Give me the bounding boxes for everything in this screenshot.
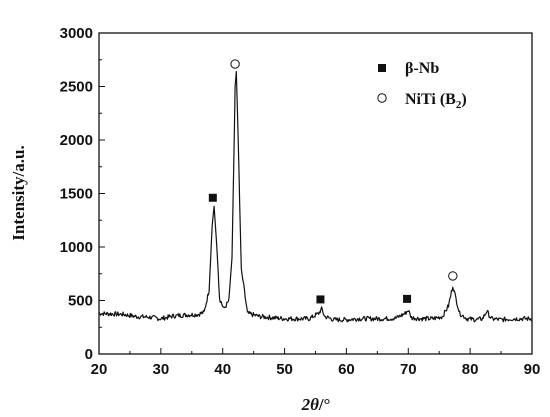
legend-label-beta-nb: β-Nb (405, 60, 439, 77)
x-tick-label: 40 (214, 361, 231, 378)
y-ticks: 0 500 1000 1500 2000 2500 3000 (60, 25, 105, 363)
plot-frame (98, 32, 533, 355)
plot-border (98, 32, 533, 355)
beta-nb-peak-marker (403, 294, 412, 303)
x-axis-label: 2θ/° (301, 395, 331, 414)
niti-peak-marker (230, 59, 240, 69)
legend: β-Nb NiTi (B2) (377, 60, 467, 111)
legend-label-niti-subscript: 2 (456, 99, 462, 111)
y-tick-label: 1000 (60, 239, 93, 256)
niti-peak-marker (448, 271, 458, 281)
x-axis-variable: 2θ (301, 395, 320, 414)
data-lines (98, 70, 533, 323)
x-tick-label: 90 (524, 361, 541, 378)
y-axis-label: Intensity/a.u. (9, 145, 28, 240)
beta-nb-peak-marker (208, 193, 217, 202)
y-tick-label: 2000 (60, 132, 93, 149)
x-tick-label: 50 (276, 361, 293, 378)
xrd-pattern-line (98, 70, 533, 323)
x-tick-label: 30 (153, 361, 170, 378)
legend-marker-niti (377, 93, 387, 103)
x-tick-label: 60 (338, 361, 355, 378)
y-tick-label: 1500 (60, 186, 93, 203)
x-tick-label: 80 (462, 361, 479, 378)
data-markers (208, 59, 458, 304)
legend-marker-beta-nb (378, 64, 386, 72)
y-tick-label: 3000 (60, 25, 93, 42)
x-tick-label: 70 (400, 361, 417, 378)
x-tick-label: 20 (91, 361, 108, 378)
x-axis-unit: /° (318, 395, 331, 414)
beta-nb-peak-marker (316, 295, 325, 304)
x-ticks: 20 30 40 50 60 70 80 90 (91, 348, 541, 378)
y-tick-label: 500 (68, 293, 93, 310)
legend-label-niti: NiTi (B2) (405, 91, 467, 111)
y-tick-label: 2500 (60, 79, 93, 96)
y-tick-label: 0 (85, 346, 93, 363)
